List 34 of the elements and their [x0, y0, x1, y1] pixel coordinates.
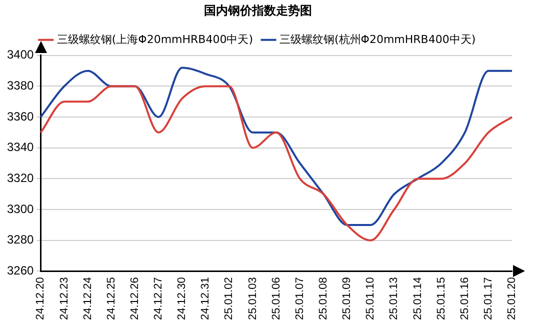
line-series — [40, 66, 513, 226]
x-tick-label: 25.01.14 — [412, 277, 424, 320]
y-tick-label: 3320 — [6, 171, 34, 186]
line-series — [40, 85, 513, 242]
y-tick-label: 3380 — [6, 78, 34, 93]
x-tick-label: 25.01.06 — [270, 277, 282, 320]
y-tick-label: 3400 — [6, 48, 34, 62]
x-tick-label: 25.01.16 — [458, 277, 471, 320]
x-tick-label: 24.12.26 — [128, 277, 141, 320]
x-tick-label: 25.01.13 — [388, 277, 400, 320]
x-tick-label: 24.12.30 — [176, 277, 188, 320]
y-tick-label: 3360 — [6, 109, 34, 124]
y-tick-label: 3260 — [6, 263, 34, 278]
legend-label: 三级螺纹钢(上海Φ20mmHRB400中天) — [56, 32, 254, 46]
x-tick-label: 25.01.17 — [482, 277, 494, 320]
x-tick-label: 25.01.08 — [318, 277, 330, 320]
x-tick-label: 24.12.27 — [152, 277, 165, 320]
y-tick-label: 3280 — [6, 232, 34, 247]
chart-title: 国内钢价指数走势图 — [204, 3, 312, 18]
x-tick-label: 24.12.25 — [105, 277, 118, 320]
x-tick-label: 25.01.15 — [435, 277, 448, 320]
x-tick-label: 25.01.03 — [246, 277, 259, 320]
x-tick-label: 24.12.31 — [200, 277, 212, 320]
x-tick-label: 25.01.07 — [294, 277, 306, 320]
y-tick-label: 3340 — [6, 140, 34, 154]
x-tick-label: 24.12.20 — [34, 277, 47, 320]
legend-label: 三级螺纹钢(杭州Φ20mmHRB400中天) — [280, 32, 476, 46]
x-tick-label: 24.12.23 — [58, 277, 70, 320]
y-tick-label: 3300 — [6, 202, 34, 216]
x-tick-label: 24.12.24 — [82, 277, 94, 320]
x-tick-label: 25.01.02 — [223, 277, 236, 320]
x-tick-label: 25.01.20 — [506, 277, 518, 320]
x-tick-label: 25.01.09 — [341, 277, 354, 320]
x-tick-label: 25.01.10 — [364, 277, 377, 320]
